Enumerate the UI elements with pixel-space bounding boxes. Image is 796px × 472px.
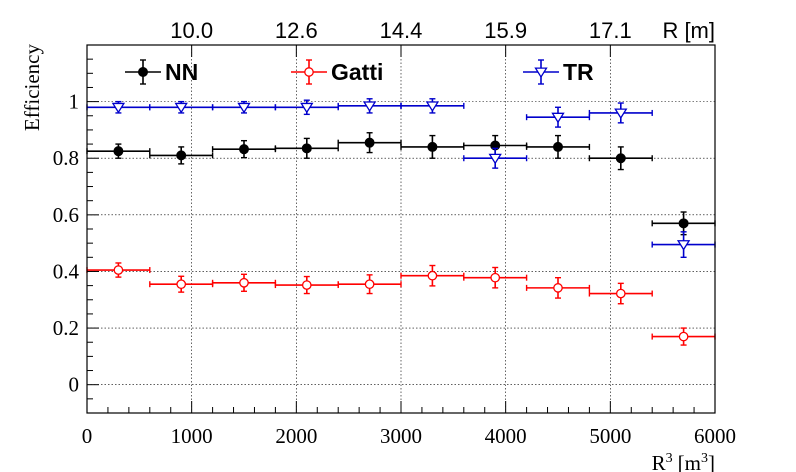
legend-item-tr: TR bbox=[523, 59, 594, 85]
x-axis-title-unit: [m bbox=[678, 451, 701, 472]
data-point-nn bbox=[615, 153, 626, 164]
data-point-gatti bbox=[239, 277, 249, 288]
x-axis-title: R3 [m3] bbox=[652, 451, 715, 472]
data-point-tr bbox=[300, 102, 314, 114]
top-axis-tick-label: 12.6 bbox=[275, 18, 318, 43]
ticks bbox=[86, 45, 716, 414]
data-point-nn bbox=[176, 150, 187, 161]
data-point-gatti bbox=[301, 280, 312, 290]
y-tick-label: 0.4 bbox=[53, 259, 80, 283]
top-axis-tick-label: 15.9 bbox=[484, 18, 527, 43]
y-tick-label: 0.6 bbox=[53, 203, 79, 227]
data-point-nn bbox=[553, 141, 563, 152]
data-point-tr bbox=[614, 108, 628, 120]
legend-marker-nn bbox=[138, 67, 148, 77]
legend-item-nn: NN bbox=[125, 59, 198, 85]
legend-marker-gatti bbox=[304, 67, 314, 77]
legend-item-gatti: Gatti bbox=[291, 59, 383, 85]
x-axis-title-var: R bbox=[652, 451, 666, 472]
x-tick-label: 1000 bbox=[171, 424, 213, 448]
data-point-gatti bbox=[176, 279, 187, 290]
data-point-tr bbox=[425, 101, 440, 113]
legend-label: Gatti bbox=[331, 59, 383, 85]
y-tick-label: 0 bbox=[69, 373, 80, 397]
x-tick-label: 0 bbox=[82, 424, 93, 448]
data-point-tr bbox=[676, 240, 691, 251]
x-axis-title-exponent: 3 bbox=[666, 451, 673, 466]
legend: NN Gatti TR bbox=[125, 59, 594, 85]
x-tick-label: 5000 bbox=[589, 424, 631, 448]
x-axis-title-close: ] bbox=[708, 451, 715, 472]
top-axis-tick-label: 14.4 bbox=[380, 18, 423, 43]
y-axis-title: Efficiency bbox=[20, 44, 44, 132]
data-point-gatti bbox=[113, 265, 124, 275]
data-point-gatti bbox=[364, 279, 375, 290]
data-point-nn bbox=[678, 218, 689, 229]
data-point-gatti bbox=[678, 331, 689, 342]
data-point-tr bbox=[237, 102, 251, 114]
legend-marker-tr bbox=[534, 67, 548, 79]
x-tick-label: 4000 bbox=[485, 424, 527, 448]
x-axis-title-unit-exponent: 3 bbox=[701, 451, 708, 466]
data-point-nn bbox=[113, 146, 124, 157]
data-point-gatti bbox=[427, 270, 438, 281]
data-point-nn bbox=[364, 137, 375, 148]
top-axis-tick-label: 17.1 bbox=[589, 18, 632, 43]
data-point-gatti bbox=[615, 288, 626, 299]
x-tick-label: 6000 bbox=[694, 424, 736, 448]
data-point-tr bbox=[174, 102, 188, 114]
y-tick-label: 0.8 bbox=[53, 146, 79, 170]
y-tick-label: 0.2 bbox=[53, 316, 79, 340]
data-point-gatti bbox=[553, 283, 563, 293]
top-axis-title: R [m] bbox=[662, 18, 715, 43]
legend-label: NN bbox=[165, 59, 198, 85]
series-nn bbox=[86, 132, 716, 236]
data-point-tr bbox=[488, 153, 502, 165]
series-gatti bbox=[86, 262, 716, 346]
axis-labels: 0 1000 2000 3000 4000 5000 6000 0 0.2 0.4 0.6 0.8 1 1… bbox=[53, 18, 736, 448]
data-point-nn bbox=[239, 144, 249, 155]
top-axis-tick-label: 10.0 bbox=[170, 18, 213, 43]
x-tick-label: 3000 bbox=[380, 424, 422, 448]
data-point-gatti bbox=[490, 272, 501, 283]
series-layer bbox=[86, 98, 716, 346]
legend-label: TR bbox=[563, 59, 594, 85]
series-tr bbox=[86, 98, 716, 259]
data-point-nn bbox=[427, 141, 438, 152]
data-point-tr bbox=[111, 102, 126, 114]
data-point-tr bbox=[551, 112, 565, 124]
data-point-tr bbox=[362, 101, 377, 113]
data-point-nn bbox=[301, 143, 312, 154]
x-tick-label: 2000 bbox=[275, 424, 317, 448]
y-tick-label: 1 bbox=[69, 90, 80, 114]
